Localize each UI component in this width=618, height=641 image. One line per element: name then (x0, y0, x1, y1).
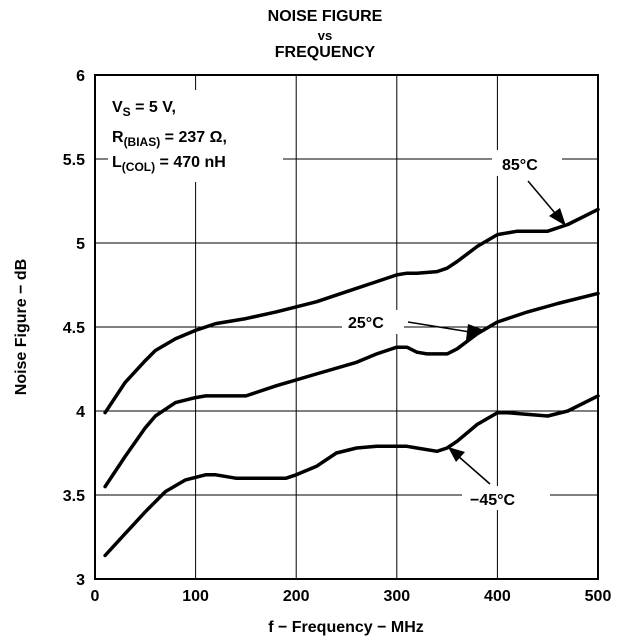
arrow-25c (407, 321, 484, 340)
label-85c: 85°C (502, 157, 538, 174)
chart-title-line-2: vs (317, 28, 333, 43)
y-tick-label: 5 (76, 236, 85, 253)
y-tick-label: 5.5 (63, 152, 85, 169)
label-m45-bg (462, 486, 550, 510)
y-axis-label: Noise Figure − dB (13, 259, 30, 395)
label-25c: 25°C (348, 315, 384, 332)
condition-vs: VS = 5 V, (112, 99, 176, 119)
condition-lcol: L(COL) = 470 nH (112, 154, 226, 174)
x-tick-label: 0 (91, 588, 100, 605)
chart-title-line-3: FREQUENCY (274, 44, 376, 61)
chart-title-line-1: NOISE FIGURE (267, 8, 383, 25)
label-85-bg (492, 150, 562, 176)
y-tick-label: 6 (76, 68, 85, 85)
y-tick-label: 3.5 (63, 488, 85, 505)
arrow-85c (527, 180, 566, 226)
x-tick-label: 100 (182, 588, 209, 605)
condition-rbias: R(BIAS) = 237 Ω, (112, 129, 227, 149)
y-tick-label: 4.5 (63, 320, 85, 337)
label-m45c: −45°C (470, 492, 516, 509)
x-tick-label: 400 (484, 588, 511, 605)
conditions-box (108, 90, 283, 182)
series-m45c-line (103, 394, 600, 558)
x-tick-label: 200 (283, 588, 310, 605)
tick-labels: 0 100 200 300 400 500 3 3.5 4 4.5 5 5.5 6 (63, 68, 612, 605)
x-tick-label: 500 (585, 588, 612, 605)
y-tick-label: 4 (76, 404, 85, 421)
arrow-m45c (448, 447, 491, 485)
plot-frame (94, 74, 599, 580)
x-axis-label: f − Frequency − MHz (268, 619, 424, 636)
series-85c-line (103, 207, 600, 415)
y-tick-label: 3 (76, 572, 85, 589)
label-25-bg (342, 310, 404, 334)
x-tick-label: 300 (383, 588, 410, 605)
